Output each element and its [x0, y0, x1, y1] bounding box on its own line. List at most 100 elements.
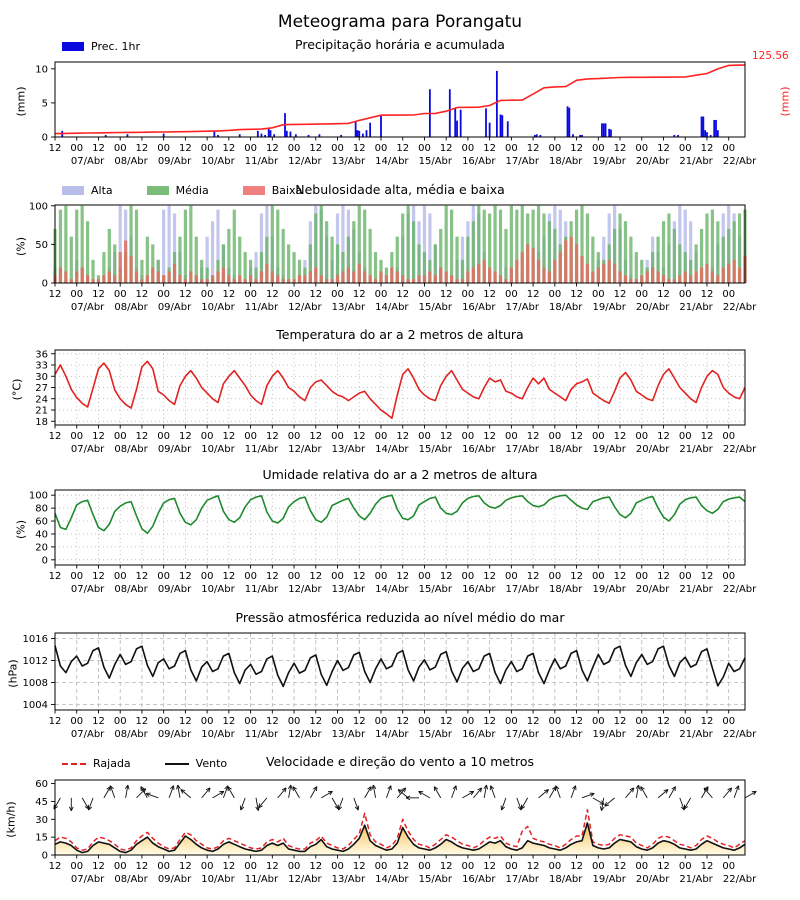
alta-cloud-bar — [162, 209, 166, 283]
x-tick-label: 00 — [548, 431, 561, 442]
x-tick-label: 00 — [418, 289, 431, 300]
x-tick-label: 12 — [266, 571, 279, 582]
baixa-cloud-bar — [689, 275, 693, 283]
x-day-label: 14/Abr — [375, 156, 409, 167]
wind-direction-arrow — [554, 785, 561, 799]
x-tick-label: 00 — [722, 571, 735, 582]
wind-direction-arrow — [239, 797, 246, 811]
wind-panel-title: Velocidade e direção do vento a 10 metro… — [265, 754, 535, 769]
media-cloud-bar — [319, 205, 323, 283]
x-tick-label: 12 — [527, 143, 540, 154]
x-day-label: 08/Abr — [114, 444, 148, 455]
wind-direction-arrow — [87, 797, 94, 811]
media-cloud-bar — [553, 228, 557, 283]
baixa-cloud-bar — [721, 267, 725, 283]
baixa-cloud-bar — [433, 275, 437, 283]
x-day-label: 20/Abr — [636, 874, 670, 885]
precip-bar — [454, 108, 457, 137]
humidity-line — [54, 494, 746, 535]
y-tick-label: 0 — [42, 279, 48, 290]
wind-direction-arrow — [483, 784, 489, 798]
wind-direction-arrow — [657, 789, 669, 799]
y-tick-label: 1016 — [23, 634, 48, 645]
x-tick-label: 00 — [114, 431, 127, 442]
wind-direction-arrow — [396, 787, 407, 799]
baixa-cloud-bar — [580, 255, 584, 283]
x-tick-label: 12 — [222, 716, 235, 727]
y-tick-label: 1004 — [23, 700, 48, 711]
x-tick-label: 12 — [527, 431, 540, 442]
x-tick-label: 12 — [440, 431, 453, 442]
precip-bar — [602, 123, 605, 137]
baixa-cloud-bar — [210, 275, 215, 283]
baixa-cloud-bar — [145, 275, 149, 283]
x-tick-label: 00 — [244, 431, 257, 442]
x-tick-label: 00 — [722, 716, 735, 727]
precip-bar — [535, 134, 538, 137]
media-cloud-bar — [640, 259, 644, 283]
x-day-label: 12/Abr — [288, 444, 322, 455]
x-day-label: 21/Abr — [679, 729, 713, 740]
x-day-label: 12/Abr — [288, 874, 322, 885]
precip-bar — [318, 134, 321, 137]
x-tick-label: 12 — [657, 289, 670, 300]
baixa-cloud-bar — [346, 267, 350, 283]
x-tick-label: 12 — [353, 571, 366, 582]
baixa-cloud-bar — [314, 267, 318, 283]
x-tick-label: 00 — [201, 143, 214, 154]
baixa-cloud-bar — [455, 279, 459, 283]
x-tick-label: 00 — [548, 861, 561, 872]
baixa-cloud-bar — [58, 267, 63, 283]
wind-direction-arrow — [292, 786, 300, 799]
x-day-label: 19/Abr — [592, 874, 626, 885]
baixa-cloud-bar — [172, 263, 177, 283]
x-tick-label: 12 — [136, 861, 149, 872]
x-tick-label: 00 — [244, 143, 257, 154]
x-tick-label: 00 — [288, 143, 301, 154]
x-tick-label: 00 — [201, 431, 214, 442]
media-cloud-bar — [151, 244, 155, 283]
x-tick-label: 00 — [722, 289, 735, 300]
x-tick-label: 12 — [309, 143, 322, 154]
wind-direction-arrow — [103, 786, 111, 799]
x-day-label: 09/Abr — [158, 156, 192, 167]
media-cloud-bar — [232, 209, 236, 283]
x-tick-label: 12 — [440, 143, 453, 154]
x-tick-label: 12 — [266, 431, 279, 442]
x-day-label: 21/Abr — [679, 444, 713, 455]
x-tick-label: 12 — [136, 716, 149, 727]
baixa-cloud-bar — [107, 271, 111, 283]
x-tick-label: 12 — [309, 289, 322, 300]
y-tick-label: 50 — [35, 240, 48, 251]
x-day-label: 17/Abr — [506, 729, 540, 740]
media-legend-swatch — [146, 186, 169, 195]
x-day-label: 09/Abr — [158, 444, 192, 455]
precip-bar — [715, 119, 717, 137]
y-tick-label: 0 — [42, 555, 48, 566]
x-day-label: 20/Abr — [636, 444, 670, 455]
precip-bar — [294, 134, 297, 137]
x-tick-label: 00 — [157, 431, 170, 442]
baixa-cloud-bar — [276, 275, 280, 283]
baixa-cloud-bar — [85, 275, 90, 283]
precip-bar — [162, 133, 165, 137]
x-day-label: 07/Abr — [71, 302, 105, 313]
wind-direction-arrow — [570, 785, 577, 799]
alta-cloud-bar — [428, 213, 432, 283]
baixa-cloud-bar — [248, 275, 253, 283]
panel-wind: 0 15 30 45 60 12 00 12 00 12 00 12 00 12 00 12 00 12 00 12 0… — [35, 779, 757, 885]
alta-cloud-bar — [602, 236, 606, 283]
x-tick-label: 12 — [570, 289, 583, 300]
x-tick-label: 00 — [244, 289, 257, 300]
alta-cloud-bar — [210, 221, 215, 283]
x-day-label: 13/Abr — [332, 444, 366, 455]
media-cloud-bar — [406, 205, 410, 283]
x-tick-label: 12 — [179, 716, 192, 727]
x-tick-label: 12 — [483, 289, 496, 300]
x-tick-label: 00 — [70, 571, 83, 582]
x-day-label: 09/Abr — [158, 874, 192, 885]
x-day-label: 09/Abr — [158, 584, 192, 595]
media-cloud-bar — [422, 252, 427, 283]
media-cloud-bar — [205, 267, 209, 283]
